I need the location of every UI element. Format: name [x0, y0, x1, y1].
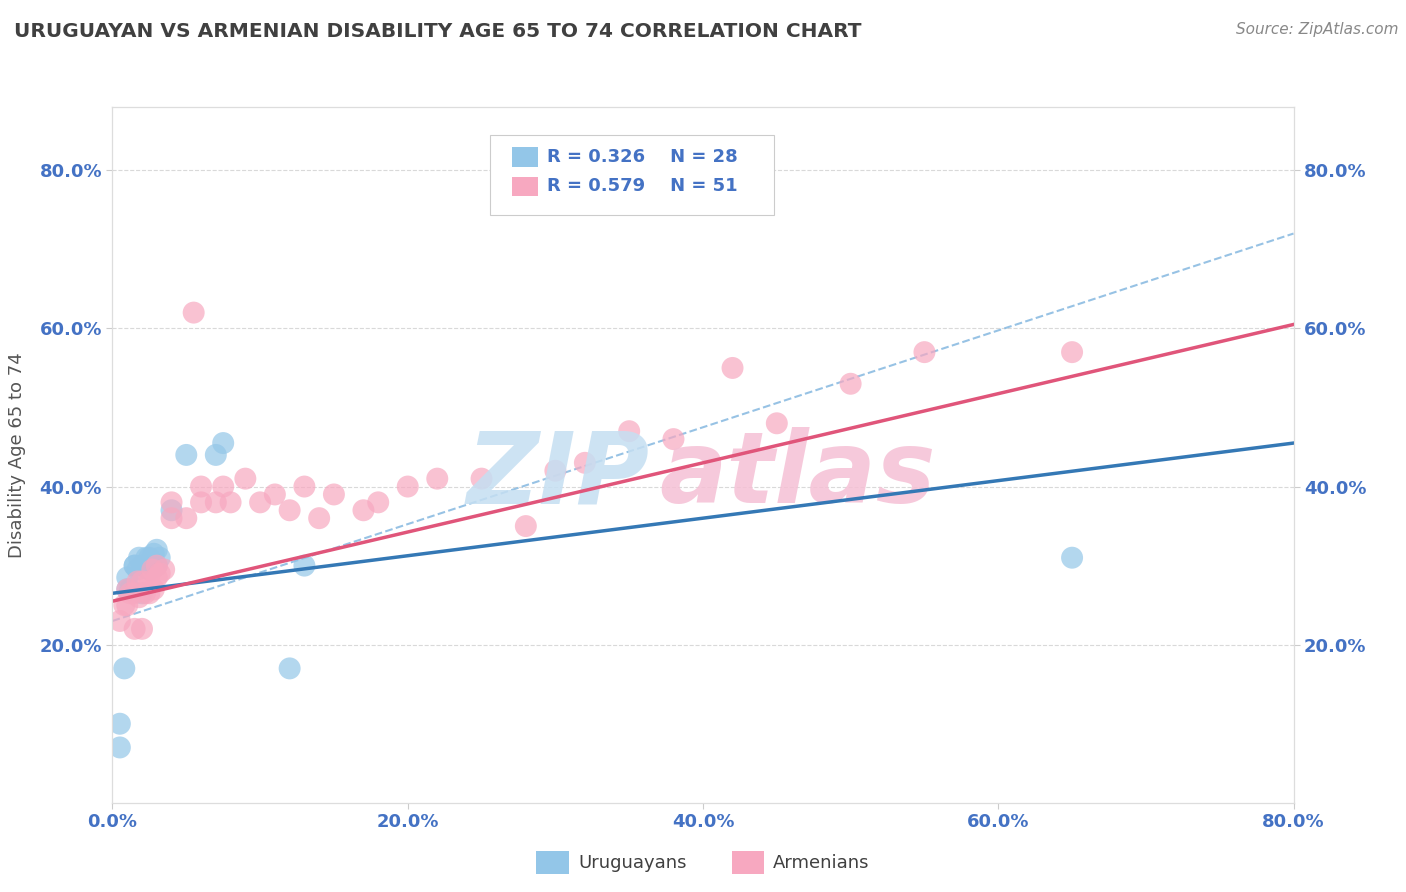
Point	[619, 424, 641, 438]
Point	[141, 558, 163, 573]
Point	[124, 558, 146, 573]
Point	[117, 582, 138, 597]
Point	[149, 550, 172, 565]
Point	[212, 479, 235, 493]
Point	[112, 598, 135, 612]
Point	[127, 574, 149, 589]
Point	[515, 519, 537, 533]
Point	[396, 479, 419, 493]
Point	[142, 547, 165, 561]
Point	[117, 598, 138, 612]
Point	[131, 586, 153, 600]
Point	[233, 472, 256, 486]
Point	[134, 586, 156, 600]
Point	[205, 495, 228, 509]
Point	[146, 558, 169, 573]
Point	[278, 503, 301, 517]
Point	[662, 432, 685, 446]
Point	[1062, 550, 1084, 565]
Point	[190, 479, 212, 493]
Point	[914, 345, 936, 359]
Text: URUGUAYAN VS ARMENIAN DISABILITY AGE 65 TO 74 CORRELATION CHART: URUGUAYAN VS ARMENIAN DISABILITY AGE 65 …	[14, 22, 862, 41]
Text: atlas: atlas	[659, 427, 936, 524]
FancyBboxPatch shape	[512, 177, 537, 196]
Point	[1062, 345, 1084, 359]
Point	[134, 558, 156, 573]
Point	[160, 503, 183, 517]
Point	[146, 542, 169, 557]
Text: R = 0.326    N = 28: R = 0.326 N = 28	[547, 148, 738, 166]
Point	[127, 563, 149, 577]
Point	[190, 495, 212, 509]
Point	[174, 448, 197, 462]
Point	[138, 563, 160, 577]
Point	[219, 495, 242, 509]
Point	[367, 495, 389, 509]
Point	[124, 558, 146, 573]
Point	[721, 360, 744, 375]
Point	[212, 436, 235, 450]
Text: ZIP: ZIP	[467, 427, 650, 524]
FancyBboxPatch shape	[491, 135, 773, 215]
Point	[128, 550, 150, 565]
Point	[138, 550, 160, 565]
Point	[174, 511, 197, 525]
Point	[249, 495, 271, 509]
Point	[124, 622, 146, 636]
Point	[292, 558, 315, 573]
Point	[205, 448, 228, 462]
Point	[141, 563, 163, 577]
Point	[153, 563, 176, 577]
Point	[142, 582, 165, 597]
Point	[160, 495, 183, 509]
Text: Source: ZipAtlas.com: Source: ZipAtlas.com	[1236, 22, 1399, 37]
Point	[149, 566, 172, 581]
Point	[108, 716, 131, 731]
Point	[264, 487, 287, 501]
Point	[426, 472, 449, 486]
Point	[352, 503, 374, 517]
Point	[138, 586, 160, 600]
Point	[323, 487, 346, 501]
Point	[839, 376, 862, 391]
Point	[131, 574, 153, 589]
Point	[160, 511, 183, 525]
Text: R = 0.579    N = 51: R = 0.579 N = 51	[547, 178, 738, 195]
Point	[470, 472, 494, 486]
Point	[112, 661, 135, 675]
Point	[574, 456, 596, 470]
Point	[146, 570, 169, 584]
Point	[120, 582, 142, 597]
Point	[135, 550, 157, 565]
Point	[131, 558, 153, 573]
Point	[766, 417, 789, 431]
Point	[117, 570, 138, 584]
Legend: Uruguayans, Armenians: Uruguayans, Armenians	[529, 844, 877, 880]
Point	[108, 614, 131, 628]
Point	[117, 582, 138, 597]
Point	[128, 591, 150, 605]
Point	[120, 586, 142, 600]
Point	[544, 464, 567, 478]
Point	[146, 558, 169, 573]
Point	[278, 661, 301, 675]
Point	[308, 511, 330, 525]
Y-axis label: Disability Age 65 to 74: Disability Age 65 to 74	[7, 352, 25, 558]
Point	[292, 479, 315, 493]
FancyBboxPatch shape	[512, 147, 537, 167]
Point	[183, 305, 205, 319]
Point	[124, 586, 146, 600]
Point	[138, 574, 160, 589]
Point	[108, 740, 131, 755]
Point	[131, 622, 153, 636]
